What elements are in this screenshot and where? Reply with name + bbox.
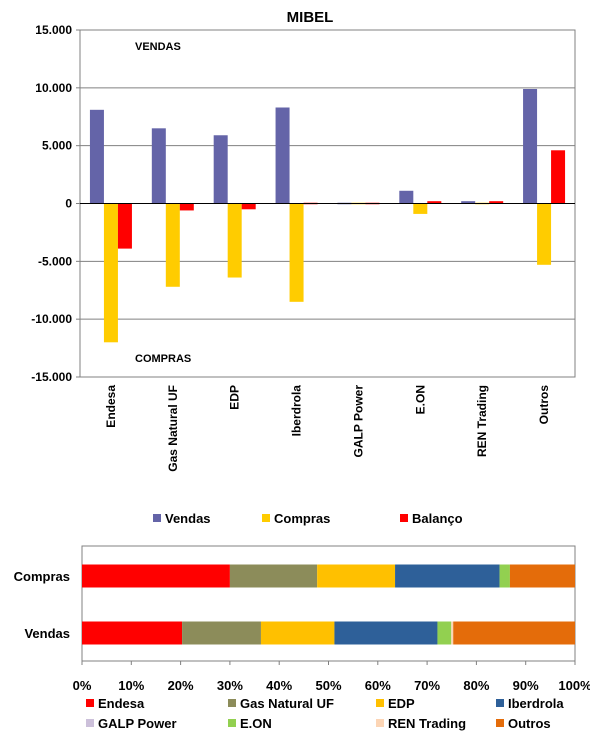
x-tick-label: 20% [168,678,194,693]
x-tick-label: 70% [414,678,440,693]
x-tick-label: Outros [537,385,551,425]
legend-swatch-endesa [86,699,94,707]
bar-balan-o-ren-trading [489,201,504,204]
segment-gas-natural-uf-compras [229,564,318,588]
y-tick-label: 0 [65,197,72,211]
legend-label-vendas: Vendas [165,511,211,526]
legend-label-outros: Outros [508,716,551,731]
segment-endesa-vendas [82,621,183,645]
x-tick-label: Endesa [104,385,118,428]
bar-chart-mibel: 15.000 10.000 5.000 0 -5.000 -10.000 -15.000 VE… [31,23,576,472]
y-category-label: Vendas [24,626,70,641]
legend-label-galp-power: GALP Power [98,716,177,731]
bar-compras-edp [227,203,242,278]
legend-swatch-e-on [228,719,236,727]
segment-e-on-vendas [437,621,452,645]
x-tick-label: 30% [217,678,243,693]
x-tick-label: E.ON [413,385,427,414]
annotation-compras: COMPRAS [135,353,191,365]
legend-label-iberdrola: Iberdrola [508,696,564,711]
segment-edp-vendas [260,621,335,645]
y-tick-label: -10.000 [31,312,72,326]
legend-label-endesa: Endesa [98,696,145,711]
legend-label-edp: EDP [388,696,415,711]
segment-ren-trading-vendas [451,621,454,645]
bar-vendas-edp [213,135,228,204]
legend-swatch-vendas [153,514,161,522]
bar-balan-o-e-on [427,201,442,204]
bar-balan-o-outros [551,150,566,204]
x-tick-label: 50% [315,678,341,693]
annotation-vendas: VENDAS [135,41,181,53]
segment-outros-compras [509,564,575,588]
legend-swatch-galp-power [86,719,94,727]
bar-compras-gas-natural-uf [165,203,180,287]
legend-swatch-ren-trading [376,719,384,727]
legend-label-e-on: E.ON [240,716,272,731]
segment-iberdrola-compras [395,564,500,588]
segment-e-on-compras [499,564,510,588]
x-tick-label: Gas Natural UF [166,385,180,472]
bar-vendas-e-on [399,190,414,204]
x-tick-label: EDP [228,385,242,410]
x-tick-label: 80% [463,678,489,693]
bar-compras-e-on [413,203,428,214]
legend-label-balan-o: Balanço [412,511,463,526]
legend-label-gas-natural-uf: Gas Natural UF [240,696,334,711]
legend-swatch-balan-o [400,514,408,522]
legend-top-chart: Vendas Compras Balanço [153,511,463,526]
bar-compras-outros [537,203,552,265]
segment-gas-natural-uf-vendas [182,621,261,645]
x-tick-label: 90% [513,678,539,693]
y-tick-label: 15.000 [35,23,72,37]
segment-endesa-compras [82,564,230,588]
legend-bottom-chart: Endesa Gas Natural UF EDP Iberdrola GALP Pow… [86,696,564,731]
x-tick-label: 0% [73,678,92,693]
stacked-bar-chart-share: Compras Vendas 0% 10% 20% 30% 40% 50% 60% 70% 80% 9… [14,545,590,693]
legend-swatch-outros [496,719,504,727]
y-tick-label: 10.000 [35,81,72,95]
y-tick-label: -5.000 [38,254,72,268]
x-tick-label: GALP Power [351,385,365,458]
bar-balan-o-edp [241,203,256,210]
x-tick-label: 100% [558,678,590,693]
bar-balan-o-gas-natural-uf [179,203,194,211]
chart-title: MIBEL [287,9,334,26]
bar-vendas-ren-trading [461,201,476,204]
bar-balan-o-endesa [117,203,132,249]
segment-outros-vendas [453,621,575,645]
y-tick-label: -15.000 [31,370,72,384]
x-tick-label: 40% [266,678,292,693]
legend-swatch-edp [376,699,384,707]
legend-swatch-compras [262,514,270,522]
bar-vendas-outros [523,88,538,204]
bar-compras-endesa [103,203,118,343]
y-category-label: Compras [14,569,70,584]
bar-vendas-gas-natural-uf [151,128,166,204]
legend-label-ren-trading: REN Trading [388,716,466,731]
segment-edp-compras [317,564,396,588]
legend-swatch-iberdrola [496,699,504,707]
bar-vendas-iberdrola [275,107,290,204]
x-tick-label: 60% [365,678,391,693]
bar-compras-iberdrola [289,203,304,302]
legend-swatch-gas-natural-uf [228,699,236,707]
legend-label-compras: Compras [274,511,330,526]
x-tick-label: 10% [118,678,144,693]
bar-vendas-endesa [89,109,104,204]
y-tick-label: 5.000 [42,139,72,153]
segment-iberdrola-vendas [334,621,438,645]
x-tick-label: Iberdrola [290,385,304,437]
x-tick-label: REN Trading [475,385,489,457]
